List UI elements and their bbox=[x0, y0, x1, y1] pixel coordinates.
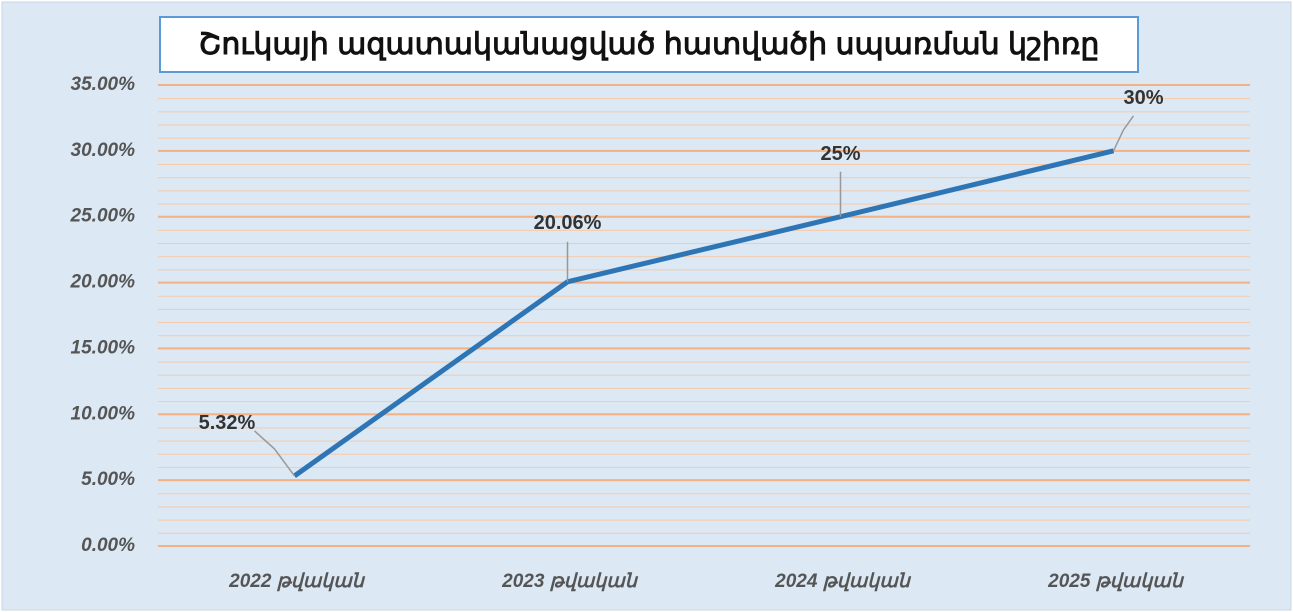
minor-grid bbox=[158, 85, 1250, 546]
y-tick-label: 25.00% bbox=[70, 206, 136, 227]
y-tick-label: 0.00% bbox=[81, 535, 135, 556]
y-tick-label: 20.00% bbox=[70, 272, 136, 293]
x-tick-label: 2025 թվական bbox=[1047, 571, 1185, 592]
y-tick-label: 5.00% bbox=[81, 469, 135, 490]
y-tick-label: 30.00% bbox=[71, 140, 136, 161]
data-label: 25% bbox=[820, 143, 860, 165]
x-tick-label: 2024 թվական bbox=[774, 571, 912, 592]
leader-line bbox=[253, 430, 296, 477]
y-tick-label: 15.00% bbox=[71, 337, 136, 358]
data-label: 5.32% bbox=[199, 412, 256, 434]
line bbox=[293, 148, 1115, 478]
y-tick-label: 10.00% bbox=[71, 403, 136, 424]
chart-title: Շուկայի ազատականացված հատվածի սպառման կշ… bbox=[199, 28, 1100, 61]
data-label: 20.06% bbox=[534, 212, 602, 234]
title-box bbox=[159, 16, 1139, 73]
x-tick-label: 2022 թվական bbox=[228, 571, 366, 592]
y-tick-label: 35.00% bbox=[71, 74, 136, 95]
data-label: 30% bbox=[1123, 87, 1163, 109]
leader-line bbox=[1112, 115, 1135, 152]
x-tick-label: 2023 թվական bbox=[501, 571, 639, 592]
